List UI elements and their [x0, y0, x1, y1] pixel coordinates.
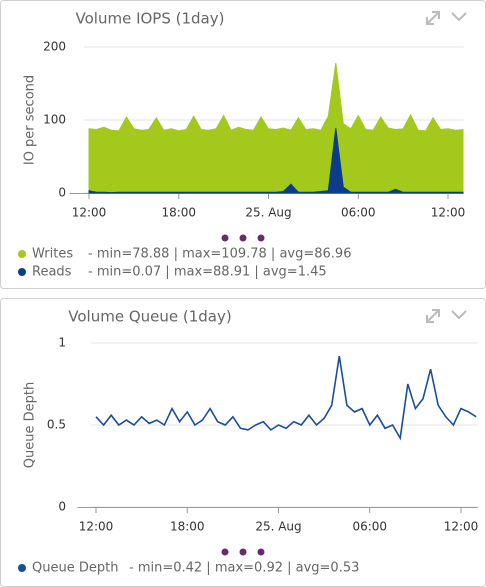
area [88, 63, 464, 194]
y-axis-label: Queue Depth [23, 382, 38, 468]
x-tick-label: 25. Aug [255, 520, 301, 534]
legend-label: Queue Depth [32, 561, 118, 576]
x-tick-label: 25. Aug [245, 206, 291, 220]
x-tick-label: 12:00 [79, 520, 114, 534]
area [88, 128, 464, 194]
y-tick-label: 0 [58, 186, 66, 200]
legend-swatch [18, 250, 26, 258]
y-tick-label: 1 [58, 336, 66, 350]
chart-title: Volume Queue (1day) [68, 308, 231, 326]
y-tick-label: 100 [43, 113, 66, 127]
legend-summary: - min=0.42 | max=0.92 | avg=0.53 [129, 561, 359, 576]
pager-dots[interactable] [221, 234, 265, 556]
y-tick-label: 200 [43, 40, 66, 54]
x-tick-label: 12:00 [431, 206, 466, 220]
x-tick-label: 06:00 [341, 206, 376, 220]
legend-swatch [18, 268, 26, 276]
x-tick-label: 12:00 [72, 206, 107, 220]
panel-icons[interactable] [426, 11, 467, 323]
legend-summary: - min=78.88 | max=109.78 | avg=86.96 [88, 247, 351, 262]
y-axis-label: IO per second [23, 75, 38, 165]
x-tick-label: 18:00 [170, 520, 205, 534]
legend-label: Writes [32, 247, 73, 262]
y-tick-label: 0 [58, 500, 66, 514]
legend-summary: - min=0.07 | max=88.91 | avg=1.45 [88, 265, 327, 280]
panel [0, 298, 486, 587]
legend-swatch [18, 564, 26, 572]
chart-title: Volume IOPS (1day) [76, 10, 225, 28]
line [95, 355, 477, 441]
legend-label: Reads [32, 265, 72, 280]
x-tick-label: 06:00 [352, 520, 387, 534]
y-tick-label: 0.5 [47, 418, 66, 432]
x-tick-label: 12:00 [444, 520, 479, 534]
x-tick-label: 18:00 [161, 206, 196, 220]
